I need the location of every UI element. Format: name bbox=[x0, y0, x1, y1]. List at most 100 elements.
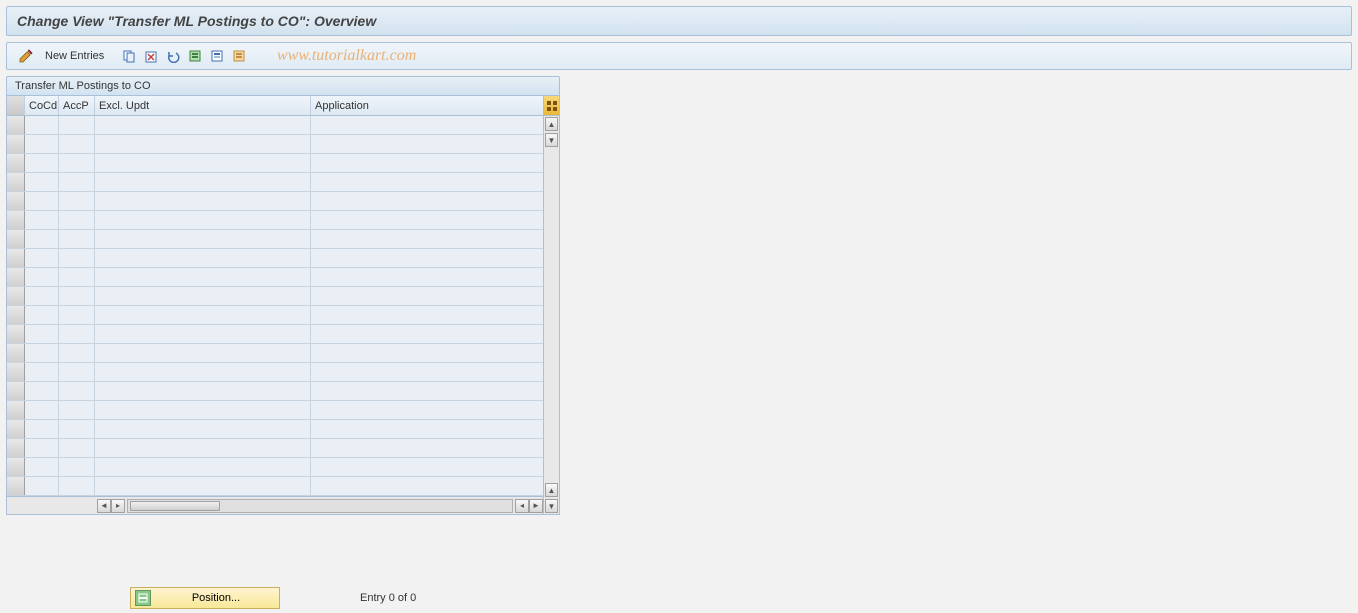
table-row[interactable] bbox=[7, 154, 543, 173]
cell-accp[interactable] bbox=[59, 287, 95, 305]
row-selector[interactable] bbox=[7, 325, 25, 343]
cell-accp[interactable] bbox=[59, 268, 95, 286]
row-selector[interactable] bbox=[7, 458, 25, 476]
cell-application[interactable] bbox=[311, 116, 527, 134]
undo-icon[interactable] bbox=[164, 47, 182, 65]
cell-accp[interactable] bbox=[59, 230, 95, 248]
row-selector[interactable] bbox=[7, 211, 25, 229]
cell-application[interactable] bbox=[311, 287, 527, 305]
cell-excl-updt[interactable] bbox=[95, 287, 311, 305]
row-selector[interactable] bbox=[7, 363, 25, 381]
cell-excl-updt[interactable] bbox=[95, 344, 311, 362]
row-selector[interactable] bbox=[7, 439, 25, 457]
table-row[interactable] bbox=[7, 477, 543, 496]
cell-accp[interactable] bbox=[59, 363, 95, 381]
cell-accp[interactable] bbox=[59, 116, 95, 134]
row-selector[interactable] bbox=[7, 154, 25, 172]
cell-accp[interactable] bbox=[59, 344, 95, 362]
cell-application[interactable] bbox=[311, 154, 527, 172]
cell-application[interactable] bbox=[311, 401, 527, 419]
column-header-application[interactable]: Application bbox=[311, 96, 527, 115]
table-row[interactable] bbox=[7, 306, 543, 325]
cell-cocd[interactable] bbox=[25, 401, 59, 419]
cell-application[interactable] bbox=[311, 135, 527, 153]
delete-icon[interactable] bbox=[142, 47, 160, 65]
cell-excl-updt[interactable] bbox=[95, 420, 311, 438]
copy-icon[interactable] bbox=[120, 47, 138, 65]
cell-excl-updt[interactable] bbox=[95, 401, 311, 419]
cell-accp[interactable] bbox=[59, 154, 95, 172]
row-selector[interactable] bbox=[7, 287, 25, 305]
row-selector[interactable] bbox=[7, 306, 25, 324]
cell-cocd[interactable] bbox=[25, 325, 59, 343]
cell-cocd[interactable] bbox=[25, 154, 59, 172]
row-selector[interactable] bbox=[7, 401, 25, 419]
cell-cocd[interactable] bbox=[25, 477, 59, 495]
table-row[interactable] bbox=[7, 249, 543, 268]
cell-excl-updt[interactable] bbox=[95, 363, 311, 381]
cell-accp[interactable] bbox=[59, 306, 95, 324]
cell-application[interactable] bbox=[311, 458, 527, 476]
cell-cocd[interactable] bbox=[25, 173, 59, 191]
new-entries-button[interactable]: New Entries bbox=[39, 48, 110, 64]
cell-application[interactable] bbox=[311, 192, 527, 210]
table-row[interactable] bbox=[7, 382, 543, 401]
cell-application[interactable] bbox=[311, 477, 527, 495]
cell-application[interactable] bbox=[311, 325, 527, 343]
cell-excl-updt[interactable] bbox=[95, 192, 311, 210]
table-row[interactable] bbox=[7, 116, 543, 135]
vscroll-up-icon[interactable]: ▲ bbox=[545, 117, 558, 131]
table-row[interactable] bbox=[7, 325, 543, 344]
cell-application[interactable] bbox=[311, 173, 527, 191]
hscroll-track[interactable] bbox=[127, 499, 513, 513]
table-row[interactable] bbox=[7, 420, 543, 439]
cell-application[interactable] bbox=[311, 211, 527, 229]
hscroll-left-icon[interactable]: ▸ bbox=[111, 499, 125, 513]
cell-excl-updt[interactable] bbox=[95, 325, 311, 343]
cell-excl-updt[interactable] bbox=[95, 230, 311, 248]
cell-accp[interactable] bbox=[59, 458, 95, 476]
table-row[interactable] bbox=[7, 230, 543, 249]
row-selector[interactable] bbox=[7, 116, 25, 134]
row-selector[interactable] bbox=[7, 268, 25, 286]
column-header-cocd[interactable]: CoCd bbox=[25, 96, 59, 115]
cell-accp[interactable] bbox=[59, 211, 95, 229]
hscroll-thumb[interactable] bbox=[130, 501, 220, 511]
vscroll-down-icon[interactable]: ▼ bbox=[545, 133, 558, 147]
table-row[interactable] bbox=[7, 135, 543, 154]
cell-application[interactable] bbox=[311, 306, 527, 324]
column-header-selector[interactable] bbox=[7, 96, 25, 115]
cell-excl-updt[interactable] bbox=[95, 173, 311, 191]
cell-application[interactable] bbox=[311, 363, 527, 381]
row-selector[interactable] bbox=[7, 192, 25, 210]
cell-cocd[interactable] bbox=[25, 344, 59, 362]
cell-application[interactable] bbox=[311, 344, 527, 362]
cell-accp[interactable] bbox=[59, 192, 95, 210]
cell-cocd[interactable] bbox=[25, 382, 59, 400]
cell-excl-updt[interactable] bbox=[95, 306, 311, 324]
table-row[interactable] bbox=[7, 439, 543, 458]
cell-excl-updt[interactable] bbox=[95, 211, 311, 229]
cell-accp[interactable] bbox=[59, 135, 95, 153]
row-selector[interactable] bbox=[7, 420, 25, 438]
cell-application[interactable] bbox=[311, 249, 527, 267]
cell-application[interactable] bbox=[311, 420, 527, 438]
row-selector[interactable] bbox=[7, 230, 25, 248]
table-row[interactable] bbox=[7, 344, 543, 363]
cell-cocd[interactable] bbox=[25, 363, 59, 381]
row-selector[interactable] bbox=[7, 382, 25, 400]
row-selector[interactable] bbox=[7, 344, 25, 362]
cell-application[interactable] bbox=[311, 439, 527, 457]
table-config-icon[interactable] bbox=[544, 96, 559, 116]
cell-excl-updt[interactable] bbox=[95, 439, 311, 457]
cell-cocd[interactable] bbox=[25, 192, 59, 210]
table-row[interactable] bbox=[7, 192, 543, 211]
cell-accp[interactable] bbox=[59, 382, 95, 400]
deselect-icon[interactable] bbox=[230, 47, 248, 65]
table-row[interactable] bbox=[7, 268, 543, 287]
hscroll-right-icon[interactable]: ◂ bbox=[515, 499, 529, 513]
cell-cocd[interactable] bbox=[25, 439, 59, 457]
cell-accp[interactable] bbox=[59, 401, 95, 419]
cell-excl-updt[interactable] bbox=[95, 382, 311, 400]
cell-cocd[interactable] bbox=[25, 116, 59, 134]
